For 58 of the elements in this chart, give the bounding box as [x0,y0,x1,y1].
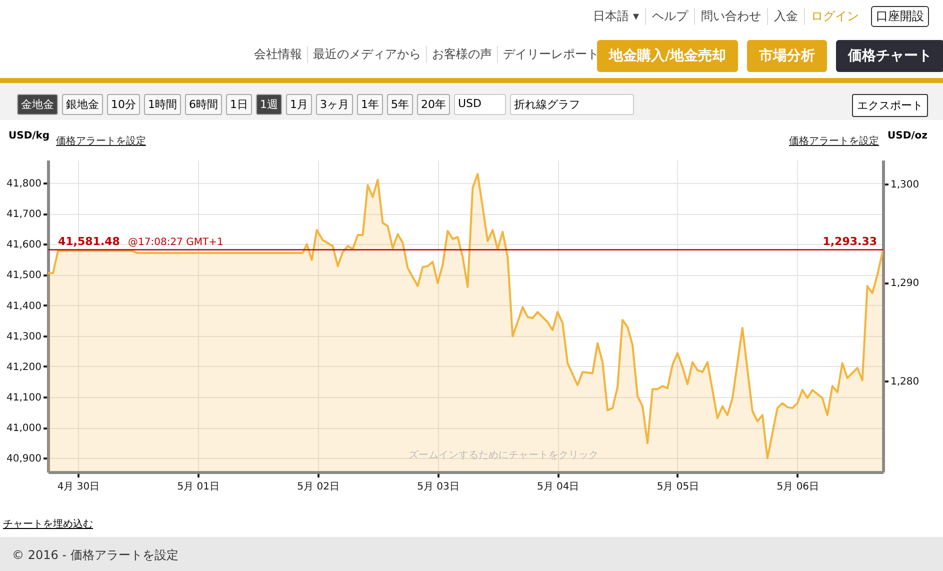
y-tick-label: 41,200 [6,362,42,373]
y-tick-label: 41,600 [6,240,42,251]
ref-line-label: 41,581.48 [58,234,120,248]
text: 10分 [107,94,140,115]
text: 価格アラートを設定 [56,134,146,148]
text: 1年 [357,94,383,115]
text: 価格アラートを設定 [789,134,879,148]
y2-tick-label: 1,290 [890,278,920,290]
y2-axis-title: USD/oz [888,130,928,142]
text: 入金 [767,8,804,25]
text: 1時間 [144,94,181,115]
annotation: 1,293.33 [822,234,877,248]
text: 市場分析 [747,40,828,72]
text: ログイン [804,8,865,25]
x-tick-label: 5月 06日 [776,482,820,492]
y2-tick-label: 1,280 [890,376,920,388]
x-tick-label: 5月 01日 [177,482,220,492]
text: 1日 [226,94,252,115]
y-tick-label: 40,900 [6,454,42,465]
text: 日本語 ▾ [592,8,640,25]
text: 価格チャート [836,40,943,72]
text: 1月 [286,94,312,115]
annotation: ズームインするためにチャートをクリック [408,449,598,461]
text: お客様の声 [426,46,497,63]
text: チャートを埋め込む [3,518,93,531]
y-axis-title: USD/kg [8,130,50,142]
x-tick-label: 5月 03日 [417,482,460,492]
text: 20年 [417,94,450,115]
y2-tick-label: 1,300 [890,180,920,191]
text: USD [454,94,506,115]
text: エクスポート [852,94,928,117]
y-tick-label: 41,500 [6,270,42,282]
x-tick-label: 5月 02日 [297,482,340,492]
y-tick-label: 41,400 [6,300,42,312]
text: デイリーレポート [497,46,604,63]
y-tick-label: 41,300 [6,331,42,342]
x-tick-label: 4月 30日 [57,482,100,492]
text: 6時間 [185,94,222,115]
text: 口座開設 [871,6,929,27]
y-tick-label: 41,000 [6,423,42,434]
text: 銀地金 [62,94,103,115]
text: © 2016 - 価格アラートを設定 [12,547,178,564]
y-tick-label: 41,100 [6,392,42,404]
text: 問い合わせ [694,8,767,25]
x-tick-label: 5月 04日 [536,482,580,492]
text: 折れ線グラフ [510,94,634,115]
annotation: @17:08:27 GMT+1 [128,236,224,248]
text: 金地金 [17,94,58,115]
y-tick-label: 41,800 [6,178,42,190]
text: 1週 [256,94,282,115]
text: 5年 [387,94,413,115]
text: 最近のメディアから [307,46,426,63]
text: 会社情報 [253,46,303,63]
x-tick-label: 5月 05日 [656,482,700,492]
text: ヘルプ [645,8,694,25]
text: 3ヶ月 [316,94,353,115]
text: 地金購入/地金売却 [609,48,726,64]
y-tick-label: 41,700 [6,209,42,220]
